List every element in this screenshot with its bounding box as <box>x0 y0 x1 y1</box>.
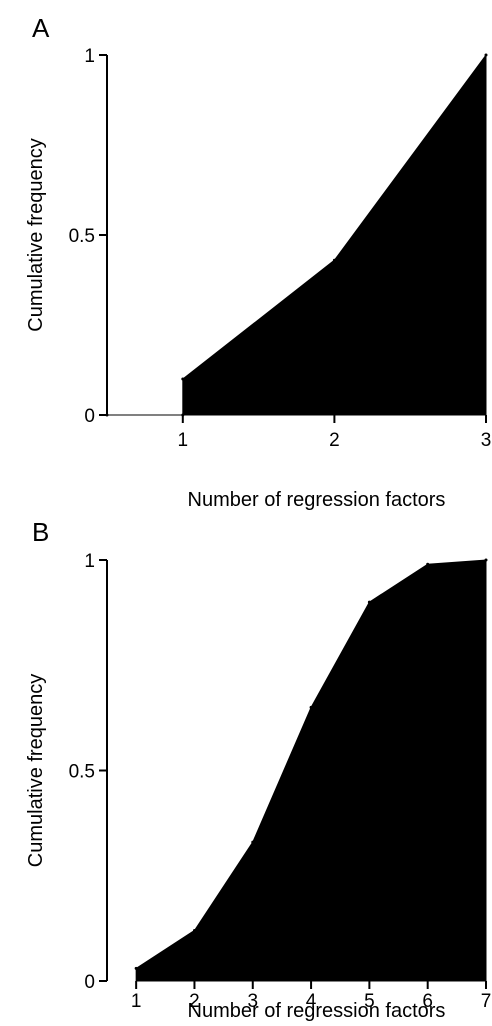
y-tick-label: 0.5 <box>69 226 95 247</box>
x-tick-label: 7 <box>481 991 492 1012</box>
panel-a: A 0 0.5 1 1 2 3 Number of regression factors Cum… <box>25 13 491 511</box>
x-tick-label: 4 <box>306 991 317 1012</box>
panel-label: B <box>32 517 49 547</box>
data-point <box>426 562 430 566</box>
y-tick-label: 0.5 <box>69 762 95 783</box>
x-axis-label: Number of regression factors <box>188 489 446 511</box>
data-point <box>192 928 196 932</box>
data-point <box>309 705 313 709</box>
x-tick-label: 6 <box>422 991 433 1012</box>
x-tick-label: 1 <box>178 430 189 451</box>
data-area <box>135 559 487 982</box>
data-point <box>484 558 488 562</box>
data-point <box>484 53 488 57</box>
data-point <box>134 966 138 970</box>
data-point <box>367 600 371 604</box>
y-tick-label: 1 <box>84 46 95 67</box>
panel-label: A <box>32 13 50 43</box>
data-point <box>332 258 336 262</box>
x-tick-label: 5 <box>364 991 375 1012</box>
y-tick-label: 1 <box>84 551 95 572</box>
data-area <box>107 53 487 416</box>
x-tick-label: 2 <box>329 430 340 451</box>
data-point <box>251 840 255 844</box>
x-tick-label: 3 <box>247 991 258 1012</box>
y-axis-label: Cumulative frequency <box>25 674 47 867</box>
y-axis-label: Cumulative frequency <box>25 138 47 331</box>
x-tick-label: 3 <box>481 430 492 451</box>
data-point <box>181 377 185 381</box>
panel-b: B 0 0.5 1 1 2 3 4 5 6 7 Number of regression factor… <box>25 517 491 1022</box>
x-tick-label: 2 <box>189 991 200 1012</box>
y-tick-label: 0 <box>84 972 95 993</box>
x-axis-label: Number of regression factors <box>188 1000 446 1022</box>
x-tick-label: 1 <box>131 991 142 1012</box>
y-tick-label: 0 <box>84 406 95 427</box>
